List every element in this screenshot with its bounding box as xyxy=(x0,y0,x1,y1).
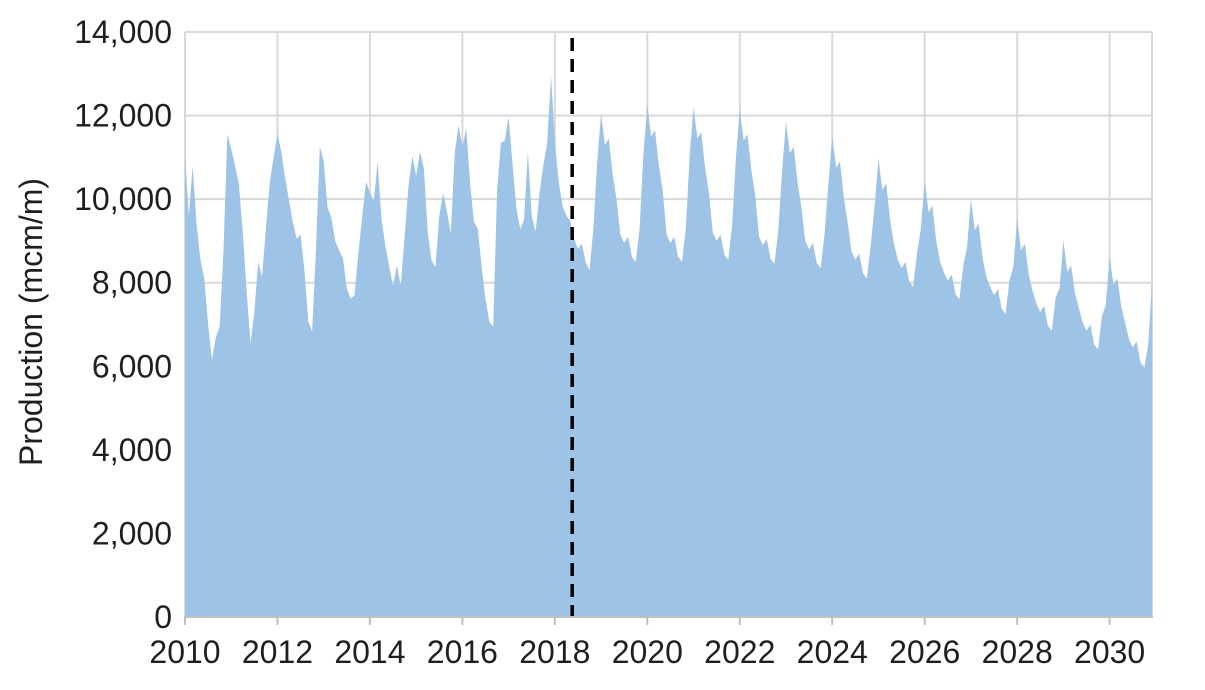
x-axis-tick-label: 2014 xyxy=(334,634,405,670)
y-axis-tick-label: 10,000 xyxy=(74,181,172,217)
x-axis-tick-label: 2016 xyxy=(427,634,498,670)
x-axis-tick-label: 2026 xyxy=(889,634,960,670)
y-axis-tick-label: 12,000 xyxy=(74,98,172,134)
y-axis-tick-label: 0 xyxy=(154,599,172,635)
axes xyxy=(184,616,1153,625)
x-axis-tick-label: 2010 xyxy=(149,634,220,670)
x-axis-tick-label: 2020 xyxy=(612,634,683,670)
y-axis-tick-label: 14,000 xyxy=(74,14,172,50)
area-series-layer xyxy=(185,75,1152,617)
y-axis-tick-label: 6,000 xyxy=(92,348,172,384)
x-axis-tick-label: 2024 xyxy=(797,634,868,670)
y-axis-tick-label: 2,000 xyxy=(92,515,172,551)
y-axis-tick-label: 8,000 xyxy=(92,265,172,301)
x-axis-tick-label: 2018 xyxy=(519,634,590,670)
production-area-series xyxy=(185,75,1152,617)
axis-labels: 0 2,000 4,000 6,000 8,000 10,000 12,000 14,000 2… xyxy=(74,14,1145,670)
x-axis-tick-label: 2030 xyxy=(1074,634,1145,670)
x-axis-tick-label: 2022 xyxy=(704,634,775,670)
y-axis-tick-label: 4,000 xyxy=(92,432,172,468)
x-axis-tick-label: 2012 xyxy=(242,634,313,670)
y-axis-title: Production (mcm/m) xyxy=(13,178,49,466)
x-axis-tick-label: 2028 xyxy=(982,634,1053,670)
